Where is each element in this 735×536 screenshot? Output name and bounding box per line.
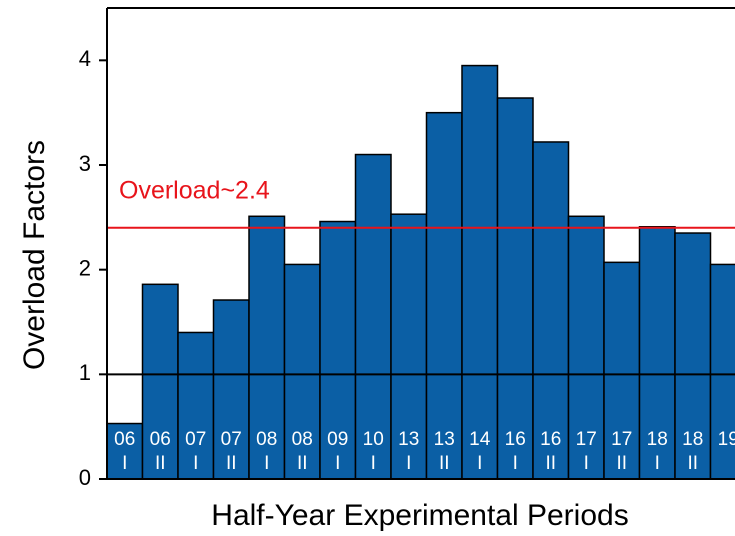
bar bbox=[496, 97, 534, 480]
category-half: II bbox=[226, 453, 237, 474]
reference-label: Overload~2.4 bbox=[119, 176, 270, 204]
category-year: 18 bbox=[647, 429, 668, 450]
plot-area: 06I06II07I07II08I08II09I10I13I13II14I16I… bbox=[106, 7, 735, 480]
category-half: I bbox=[122, 453, 127, 474]
category-half: I bbox=[477, 453, 482, 474]
bar bbox=[354, 153, 392, 480]
category-year: 16 bbox=[505, 429, 526, 450]
category-year: 14 bbox=[469, 429, 491, 450]
category-year: 17 bbox=[576, 429, 597, 450]
y-tick-label: 4 bbox=[79, 46, 91, 71]
category-half: I bbox=[655, 453, 660, 474]
bar bbox=[532, 141, 570, 480]
category-year: 08 bbox=[292, 429, 313, 450]
bar bbox=[283, 263, 321, 480]
category-half: I bbox=[513, 453, 518, 474]
y-tick-label: 0 bbox=[79, 465, 91, 490]
category-year: 18 bbox=[682, 429, 703, 450]
x-axis-title: Half-Year Experimental Periods bbox=[211, 499, 628, 532]
category-year: 08 bbox=[256, 429, 277, 450]
category-half: I bbox=[193, 453, 198, 474]
category-year: 06 bbox=[150, 429, 171, 450]
category-half: II bbox=[155, 453, 166, 474]
category-half: I bbox=[264, 453, 269, 474]
category-half: II bbox=[616, 453, 627, 474]
category-half: II bbox=[545, 453, 556, 474]
category-half: II bbox=[439, 453, 450, 474]
bar bbox=[603, 261, 641, 480]
category-half: II bbox=[687, 453, 698, 474]
bar bbox=[425, 111, 463, 480]
category-half: I bbox=[584, 453, 589, 474]
category-year: 10 bbox=[363, 429, 384, 450]
category-year: 07 bbox=[221, 429, 242, 450]
bar bbox=[674, 232, 712, 480]
category-year: 13 bbox=[398, 429, 419, 450]
category-year: 19 bbox=[718, 429, 735, 450]
category-half: I bbox=[335, 453, 340, 474]
category-year: 06 bbox=[114, 429, 135, 450]
category-year: 17 bbox=[611, 429, 632, 450]
category-half: I bbox=[371, 453, 376, 474]
y-tick-label: 3 bbox=[79, 151, 91, 176]
y-axis-title: Overload Factors bbox=[18, 140, 51, 370]
category-half: I bbox=[406, 453, 411, 474]
bar bbox=[141, 283, 179, 480]
category-half: II bbox=[297, 453, 308, 474]
category-year: 07 bbox=[185, 429, 206, 450]
category-year: 16 bbox=[540, 429, 561, 450]
category-year: 09 bbox=[327, 429, 348, 450]
y-tick-label: 1 bbox=[79, 360, 91, 385]
bar bbox=[709, 263, 735, 480]
y-tick-label: 2 bbox=[79, 255, 91, 280]
bar bbox=[461, 64, 499, 480]
category-year: 13 bbox=[434, 429, 455, 450]
